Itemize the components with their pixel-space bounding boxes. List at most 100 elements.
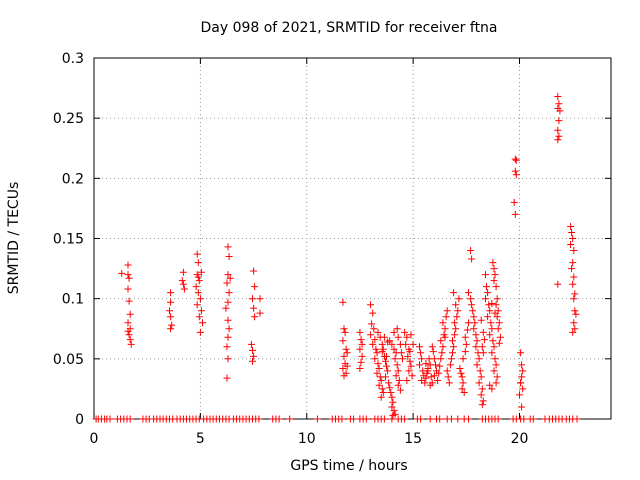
data-point — [493, 295, 501, 303]
data-point — [393, 325, 401, 333]
data-point — [430, 372, 438, 380]
data-point — [405, 367, 413, 375]
data-point — [421, 379, 429, 387]
data-point — [167, 325, 175, 333]
y-tick-label: 0.3 — [62, 51, 84, 67]
data-point — [250, 352, 258, 360]
data-point — [194, 259, 202, 267]
data-point — [125, 274, 133, 282]
data-point — [518, 373, 526, 381]
data-point — [486, 331, 494, 339]
data-point — [195, 313, 203, 321]
series-0 — [118, 93, 580, 419]
data-point — [124, 261, 132, 269]
data-point — [375, 365, 383, 372]
data-point — [554, 126, 562, 134]
x-tick-label: 5 — [196, 431, 205, 447]
data-point — [482, 295, 489, 303]
data-point — [488, 300, 496, 307]
data-point — [422, 374, 430, 382]
data-point — [408, 372, 416, 380]
data-point — [520, 415, 528, 423]
data-point — [460, 389, 468, 396]
data-point — [390, 328, 398, 336]
data-point — [256, 295, 264, 303]
data-point — [350, 415, 358, 423]
data-point — [369, 309, 377, 317]
data-point — [390, 407, 398, 415]
data-point — [125, 297, 133, 305]
x-tick-label: 0 — [90, 431, 99, 447]
data-point — [452, 325, 460, 333]
data-point — [473, 361, 481, 369]
data-point — [567, 241, 575, 248]
data-point — [193, 301, 201, 309]
data-point — [340, 352, 348, 360]
data-point — [342, 345, 350, 353]
y-tick-label: 0.2 — [62, 171, 84, 187]
data-point — [417, 415, 425, 423]
data-point — [374, 328, 382, 336]
data-point — [196, 295, 204, 303]
data-point — [275, 415, 283, 423]
data-point — [166, 307, 173, 315]
data-point — [167, 289, 175, 297]
data-point — [570, 295, 578, 303]
data-point — [451, 331, 459, 339]
data-point — [437, 355, 445, 363]
data-point — [494, 415, 502, 423]
data-point — [388, 393, 396, 401]
data-point — [127, 340, 135, 348]
data-point — [434, 377, 442, 384]
data-point — [432, 361, 439, 369]
data-point — [461, 348, 469, 356]
data-point — [454, 307, 462, 315]
data-point — [167, 313, 175, 321]
data-point — [496, 333, 504, 341]
data-point — [338, 415, 346, 423]
data-point — [469, 307, 477, 315]
data-point — [249, 357, 256, 365]
data-point — [459, 379, 467, 387]
data-point — [482, 271, 489, 279]
data-point — [489, 259, 497, 267]
data-point — [377, 393, 385, 401]
data-point — [397, 349, 405, 357]
y-tick-label: 0.15 — [53, 232, 84, 248]
data-point — [511, 210, 519, 218]
data-point — [439, 343, 447, 351]
data-point — [568, 229, 576, 236]
data-point — [402, 340, 410, 348]
data-point — [518, 361, 526, 369]
data-point — [339, 298, 347, 306]
data-point — [490, 265, 498, 273]
data-point — [490, 343, 498, 351]
data-point — [441, 325, 449, 333]
data-point — [192, 283, 200, 291]
data-point — [256, 309, 264, 317]
data-point — [407, 331, 415, 339]
data-point — [569, 328, 577, 336]
data-point — [340, 372, 348, 380]
data-point — [370, 325, 378, 333]
data-point — [570, 247, 578, 254]
x-tick-label: 10 — [298, 431, 316, 447]
data-point — [382, 357, 389, 365]
data-point — [428, 343, 436, 351]
data-point — [491, 271, 499, 279]
data-point — [516, 391, 523, 399]
data-point — [465, 289, 472, 297]
data-point — [492, 283, 500, 291]
data-point — [401, 328, 409, 336]
data-point — [358, 352, 366, 360]
data-point — [168, 321, 176, 329]
data-point — [439, 319, 447, 327]
data-point — [554, 136, 562, 144]
data-point — [225, 325, 233, 333]
data-point — [403, 333, 411, 341]
data-point — [249, 295, 256, 303]
data-point — [573, 415, 581, 423]
data-point — [492, 361, 500, 369]
data-point — [435, 369, 443, 377]
